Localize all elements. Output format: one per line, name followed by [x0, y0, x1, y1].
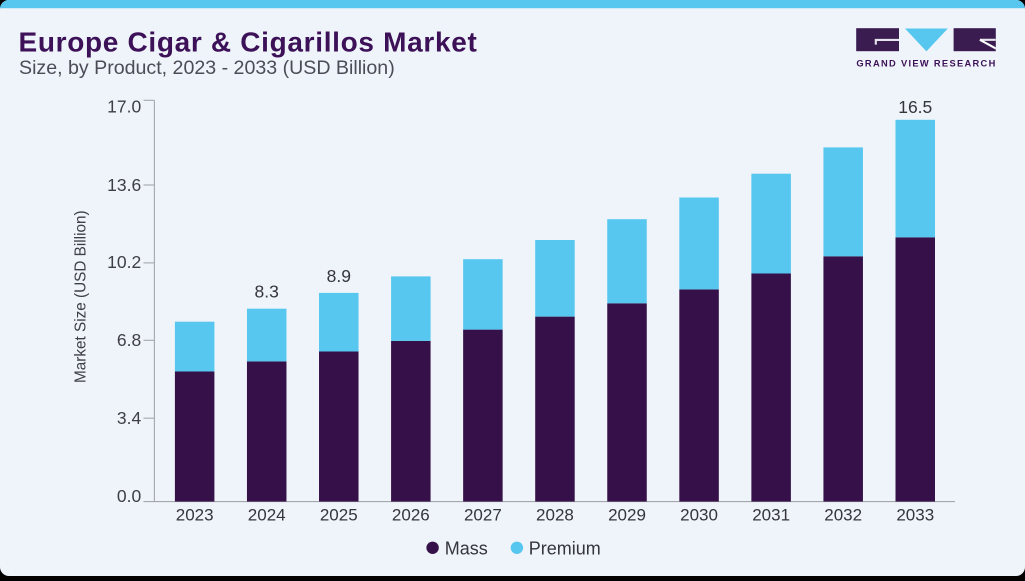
svg-text:Market Size (USD Billion): Market Size (USD Billion) — [73, 210, 90, 383]
svg-text:16.5: 16.5 — [898, 97, 932, 117]
svg-text:Premium: Premium — [529, 538, 601, 558]
svg-text:3.4: 3.4 — [117, 408, 142, 428]
svg-text:2026: 2026 — [392, 505, 430, 524]
svg-text:2025: 2025 — [320, 505, 358, 524]
svg-text:2031: 2031 — [752, 505, 790, 524]
svg-text:2024: 2024 — [248, 505, 286, 524]
svg-text:Size, by Product, 2023 - 2033: Size, by Product, 2023 - 2033 (USD Billi… — [19, 57, 395, 79]
svg-text:10.2: 10.2 — [107, 252, 141, 272]
svg-text:8.9: 8.9 — [327, 266, 351, 286]
svg-text:2030: 2030 — [680, 505, 718, 524]
svg-text:17.0: 17.0 — [107, 96, 141, 116]
svg-text:2027: 2027 — [464, 505, 502, 524]
svg-text:6.8: 6.8 — [117, 330, 141, 350]
svg-text:2032: 2032 — [824, 505, 862, 524]
svg-text:2023: 2023 — [176, 505, 214, 524]
svg-text:0.0: 0.0 — [117, 486, 142, 506]
svg-text:2033: 2033 — [896, 505, 934, 524]
svg-text:2029: 2029 — [608, 505, 646, 524]
svg-text:GRAND VIEW RESEARCH: GRAND VIEW RESEARCH — [856, 58, 996, 68]
svg-text:13.6: 13.6 — [107, 175, 141, 195]
svg-text:2028: 2028 — [536, 505, 574, 524]
svg-text:Europe Cigar & Cigarillos Mark: Europe Cigar & Cigarillos Market — [19, 26, 478, 57]
svg-text:8.3: 8.3 — [255, 281, 279, 301]
svg-text:Mass: Mass — [445, 538, 488, 558]
